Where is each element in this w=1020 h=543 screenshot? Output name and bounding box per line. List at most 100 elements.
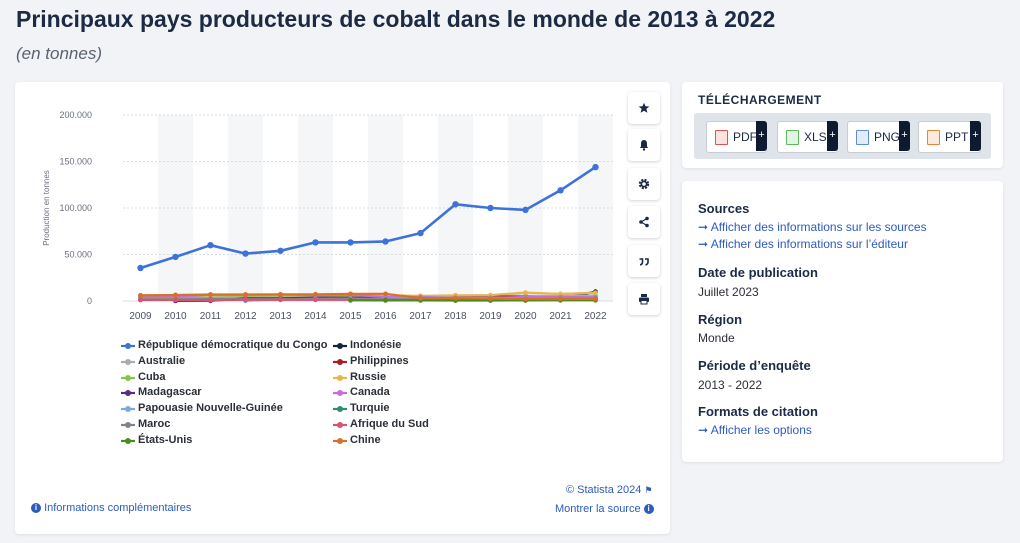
data-point (277, 247, 284, 254)
citation-heading: Formats de citation (698, 404, 818, 419)
download-ppt-button[interactable]: PPT + (918, 121, 981, 153)
data-point (382, 238, 389, 245)
data-point (488, 296, 493, 302)
data-point (173, 297, 178, 303)
download-png-button[interactable]: PNG + (847, 121, 910, 153)
publication-heading: Date de publication (698, 265, 818, 280)
download-pdf-button[interactable]: PDF + (706, 121, 767, 153)
x-tick-label: 2014 (304, 311, 327, 322)
data-point (557, 187, 564, 194)
period-heading: Période d’enquête (698, 358, 811, 373)
legend-marker-icon (121, 406, 135, 413)
star-icon[interactable] (628, 92, 660, 124)
x-tick-label: 2019 (479, 311, 502, 322)
data-point (173, 292, 178, 298)
x-tick-label: 2011 (200, 311, 222, 322)
x-tick-label: 2015 (339, 311, 362, 322)
legend-marker-icon (121, 374, 135, 381)
data-point (348, 291, 353, 297)
data-point (208, 292, 213, 297)
legend-marker-icon (121, 390, 135, 397)
legend-label: Chine (350, 433, 381, 446)
x-tick-label: 2010 (164, 311, 187, 322)
data-point (278, 297, 283, 303)
legend-label: Afrique du Sud (350, 418, 429, 430)
info-icon: i (643, 504, 654, 514)
legend-label: Maroc (138, 418, 171, 430)
download-xls-button[interactable]: XLS + (777, 121, 838, 153)
legend-label: Philippines (350, 354, 409, 367)
more-info-link[interactable]: i Informations complémentaires (31, 502, 191, 514)
data-point (313, 297, 318, 303)
share-icon[interactable] (628, 206, 660, 238)
y-tick-label: 0 (87, 296, 92, 306)
data-point (208, 297, 213, 303)
x-tick-label: 2013 (269, 311, 292, 322)
data-point (137, 264, 144, 272)
legend-marker-icon (333, 343, 347, 349)
legend-marker-icon (121, 437, 135, 444)
sources-link[interactable]: ➞ Afficher des informations sur les sour… (698, 220, 927, 234)
data-point (523, 290, 528, 296)
publisher-link[interactable]: ➞ Afficher des informations sur l’éditeu… (698, 237, 908, 251)
page-title: Principaux pays producteurs de cobalt da… (16, 6, 776, 32)
sources-heading: Sources (698, 201, 750, 216)
x-tick-label: 2022 (584, 311, 607, 322)
legend-marker-icon (121, 343, 135, 349)
legend-marker-icon (333, 358, 347, 365)
x-tick-label: 2017 (409, 311, 432, 322)
legend-label: République démocratique du Congo (138, 339, 328, 351)
legend-label: Russie (350, 370, 387, 383)
legend-marker-icon (333, 422, 347, 428)
arrow-right-icon: ➞ (698, 423, 709, 437)
legend-marker-icon (333, 437, 347, 444)
pdf-file-icon (715, 129, 728, 145)
data-point (313, 291, 318, 297)
data-point (453, 295, 458, 301)
data-point (138, 297, 143, 303)
legend-marker-icon (333, 374, 347, 381)
legend-label: Papouasie Nouvelle-Guinée (138, 402, 283, 415)
legend-label: Cuba (138, 370, 166, 383)
data-point (243, 297, 248, 303)
citation-link[interactable]: ➞ Afficher les options (698, 423, 812, 437)
series-line (140, 292, 596, 301)
period-value: 2013 - 2022 (698, 378, 763, 392)
line-chart: 0 50.000 100.000 150.000 200.000 Production e… (42, 110, 613, 322)
data-point (417, 229, 424, 237)
legend-marker-icon (333, 390, 347, 397)
legend-label: Canada (350, 386, 390, 399)
legend-marker-icon (121, 422, 135, 428)
region-heading: Région (698, 312, 743, 327)
copyright-link[interactable]: © Statista 2024 ⚑ (566, 484, 653, 496)
xls-file-icon (786, 129, 799, 145)
data-point (487, 204, 494, 212)
png-file-icon (856, 129, 869, 145)
region-value: Monde (698, 331, 735, 345)
data-point (452, 201, 459, 208)
flag-icon: ⚑ (644, 485, 653, 495)
data-point (593, 296, 598, 302)
print-icon[interactable] (628, 283, 660, 315)
column-band (228, 115, 263, 301)
arrow-right-icon: ➞ (698, 237, 709, 251)
data-point (522, 206, 529, 214)
data-point (242, 250, 249, 257)
data-point (138, 293, 143, 298)
legend-label: Indonésie (350, 339, 402, 351)
legend-label: États-Unis (138, 433, 193, 446)
show-source-link[interactable]: Montrer la source i (555, 503, 654, 515)
data-point (347, 239, 354, 246)
legend-marker-icon (333, 406, 347, 413)
data-point (558, 296, 563, 302)
data-point (592, 163, 599, 171)
bell-icon[interactable] (628, 129, 660, 161)
gear-icon[interactable] (628, 168, 660, 200)
page-subtitle: (en tonnes) (16, 44, 102, 63)
download-card: TÉLÉCHARGEMENT PDF + XLS + PNG + PPT + (682, 82, 1003, 168)
data-point (383, 291, 388, 297)
download-title: TÉLÉCHARGEMENT (698, 93, 822, 107)
data-point (348, 297, 353, 303)
quote-icon[interactable] (628, 245, 660, 277)
data-point (593, 290, 598, 296)
